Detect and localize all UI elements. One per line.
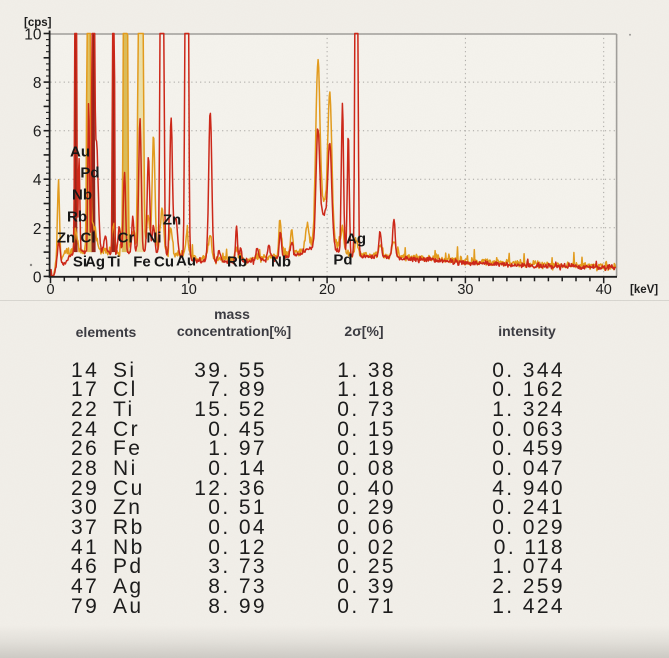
svg-text:Rb: Rb bbox=[227, 253, 247, 270]
svg-text:Cu: Cu bbox=[154, 253, 174, 270]
svg-text:40: 40 bbox=[596, 282, 612, 298]
svg-text:0: 0 bbox=[33, 269, 42, 286]
svg-text:6: 6 bbox=[33, 124, 42, 141]
svg-text:4: 4 bbox=[33, 172, 42, 189]
svg-text:Zn: Zn bbox=[163, 211, 181, 228]
svg-text:30: 30 bbox=[457, 282, 473, 298]
svg-text:0: 0 bbox=[46, 282, 54, 298]
svg-text:Ni: Ni bbox=[147, 229, 162, 246]
svg-text:Ag: Ag bbox=[85, 253, 105, 270]
svg-text:[keV]: [keV] bbox=[630, 284, 658, 296]
svg-text:Nb: Nb bbox=[72, 186, 92, 203]
svg-text:Si: Si bbox=[73, 253, 87, 270]
svg-text:10: 10 bbox=[24, 27, 42, 44]
svg-text:10: 10 bbox=[181, 282, 197, 298]
svg-text:[cps]: [cps] bbox=[24, 17, 52, 29]
svg-text:Au: Au bbox=[70, 143, 90, 160]
svg-text:2: 2 bbox=[33, 221, 42, 238]
svg-text:Fe: Fe bbox=[133, 253, 151, 270]
svg-text:Pd: Pd bbox=[333, 251, 352, 268]
svg-text:Cr: Cr bbox=[118, 229, 135, 246]
svg-text:8: 8 bbox=[33, 75, 42, 92]
svg-text:20: 20 bbox=[319, 282, 335, 298]
svg-text:Ti: Ti bbox=[107, 253, 120, 270]
svg-text:Nb: Nb bbox=[271, 253, 291, 270]
svg-text:Au: Au bbox=[176, 252, 196, 269]
svg-text:Zn: Zn bbox=[57, 229, 75, 246]
svg-text:Rb: Rb bbox=[67, 208, 87, 225]
svg-text:Ag: Ag bbox=[346, 230, 366, 247]
svg-text:Pd: Pd bbox=[80, 164, 99, 181]
svg-text:Cl: Cl bbox=[81, 229, 96, 246]
